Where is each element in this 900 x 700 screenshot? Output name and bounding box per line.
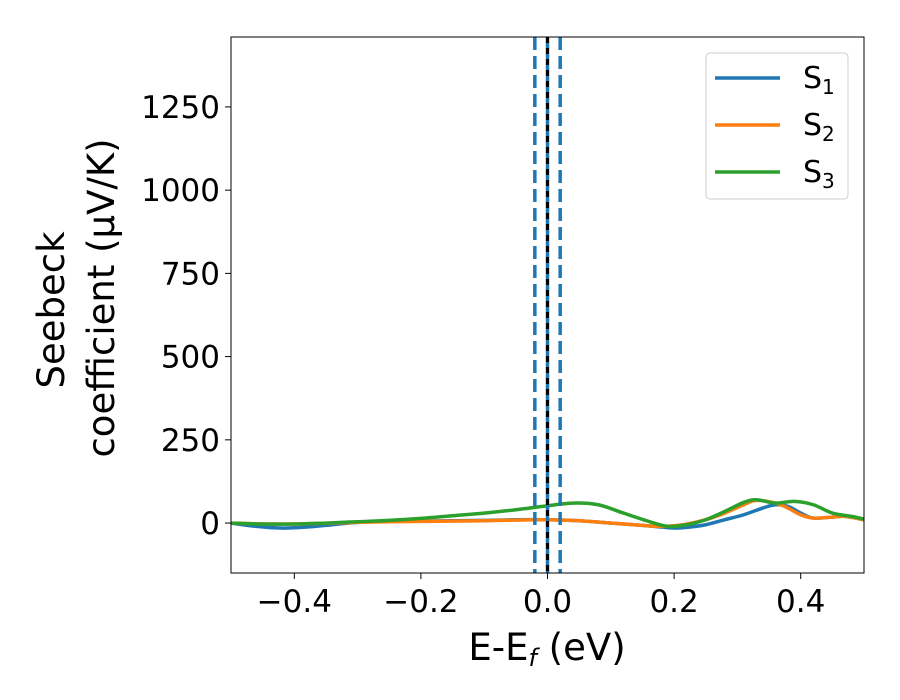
y-tick-label: 250 [161, 423, 220, 459]
legend-label-s1: S1 [803, 61, 835, 99]
x-tick-label: 0.4 [776, 584, 825, 620]
legend: S1 S2 S3 [705, 52, 849, 200]
legend-label-s2: S2 [803, 108, 835, 146]
x-tick-label: −0.4 [257, 584, 332, 620]
series-line-s3 [231, 498, 864, 529]
x-axis-label: E-Ef (eV) [468, 626, 625, 672]
y-tick-label: 1250 [141, 90, 220, 126]
y-tick-label: 1000 [141, 173, 220, 209]
x-tick-label: 0.0 [523, 584, 572, 620]
y-axis-label-line1: Seebeck [30, 231, 73, 389]
legend-label-s3: S3 [803, 155, 835, 193]
x-tick-label: 0.2 [649, 584, 698, 620]
y-tick-label: 750 [161, 256, 220, 292]
y-tick-label: 0 [200, 506, 220, 542]
x-tick-label: −0.2 [383, 584, 458, 620]
y-axis-label-line2: coefficient (μV/K) [80, 138, 123, 457]
x-axis-label-unit: (eV) [537, 626, 626, 669]
y-axis-label: Seebeck coefficient (μV/K) [30, 138, 123, 457]
axis-ticks: −0.4 −0.2 0.0 0.2 0.4 0 250 500 750 1000 1250 [141, 90, 825, 620]
y-tick-label: 500 [161, 340, 220, 376]
x-axis-label-main: E-E [468, 626, 528, 669]
plot-lines [231, 37, 864, 573]
plot-frame [230, 36, 865, 574]
